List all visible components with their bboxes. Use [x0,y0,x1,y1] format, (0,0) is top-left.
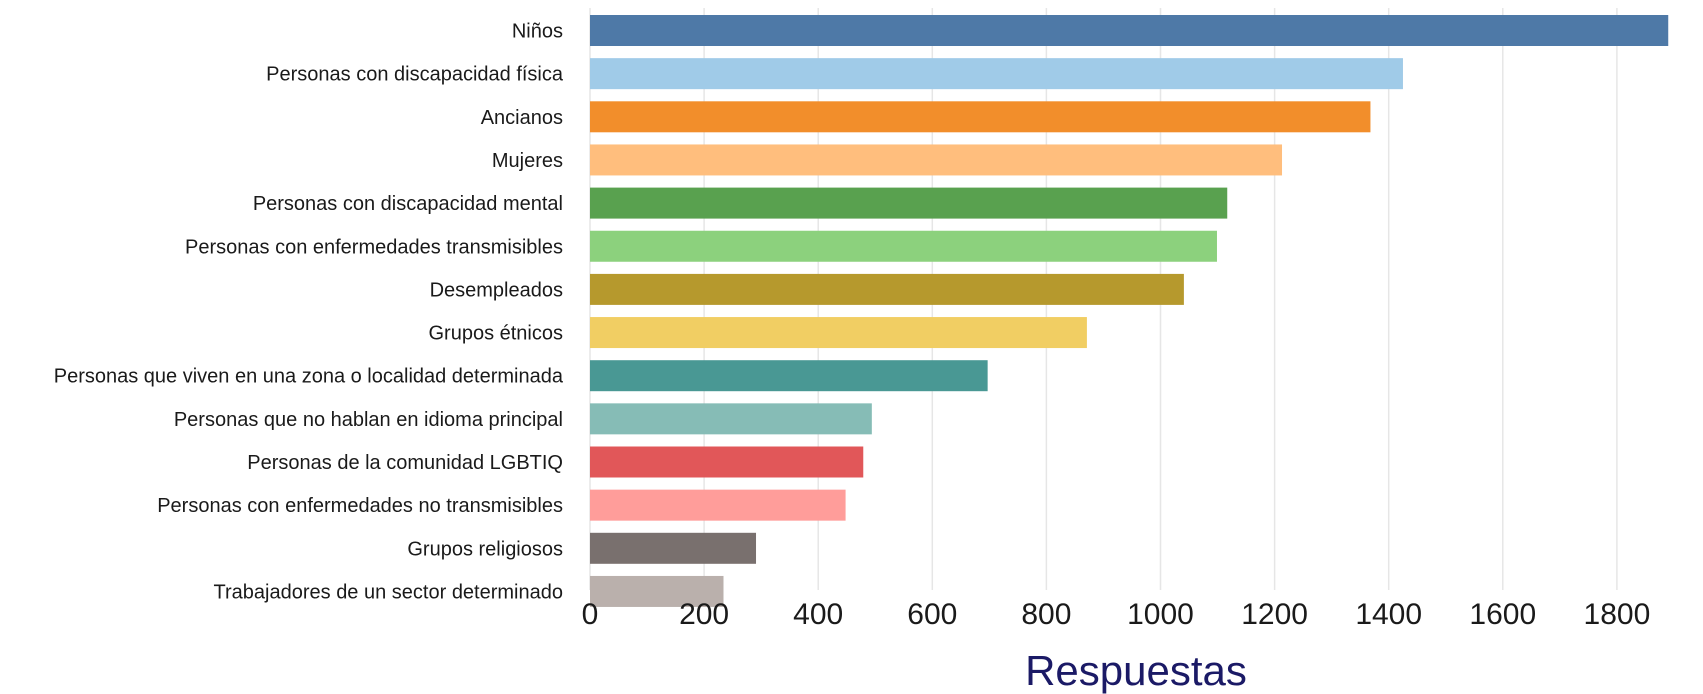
bar [590,15,1668,46]
x-tick-label: 1600 [1469,598,1536,631]
category-label: Desempleados [430,279,563,301]
bars [590,15,1668,607]
bar [590,231,1217,262]
bar [590,533,756,564]
category-label: Grupos religiosos [407,538,563,560]
bar [590,360,988,391]
x-tick-label: 1200 [1241,598,1308,631]
bar [590,490,846,521]
category-labels: Niños Personas con discapacidad física Anc… [54,21,564,604]
x-tick-label: 600 [907,598,957,631]
category-label: Personas con discapacidad física [266,64,564,86]
category-label: Trabajadores de un sector determinado [214,581,563,603]
category-label: Ancianos [481,107,563,129]
category-label: Personas que viven en una zona o localid… [54,366,564,388]
x-axis-title: Respuestas [1025,647,1247,694]
category-label: Personas de la comunidad LGBTIQ [247,452,563,474]
category-label: Niños [512,21,563,43]
bar [590,188,1227,219]
bar [590,447,863,478]
category-label: Personas con enfermedades no transmisibl… [157,495,563,517]
bar [590,274,1184,305]
x-tick-label: 800 [1021,598,1071,631]
category-label: Personas con enfermedades transmisibles [185,236,563,258]
x-tick-label: 400 [793,598,843,631]
category-label: Personas con discapacidad mental [253,193,563,215]
bar [590,317,1087,348]
bar [590,58,1403,89]
x-tick-label: 1400 [1355,598,1422,631]
x-tick-label: 0 [582,598,599,631]
category-label: Grupos étnicos [428,323,563,345]
x-tick-label: 1800 [1584,598,1651,631]
category-label: Personas que no hablan en idioma princip… [174,409,563,431]
bar [590,101,1370,132]
bar [590,144,1282,175]
x-tick-label: 1000 [1127,598,1194,631]
category-label: Mujeres [492,150,563,172]
bar [590,403,872,434]
x-tick-label: 200 [679,598,729,631]
x-axis-ticks: 0 200 400 600 800 1000 1200 1400 1600 1800 [582,598,1651,631]
